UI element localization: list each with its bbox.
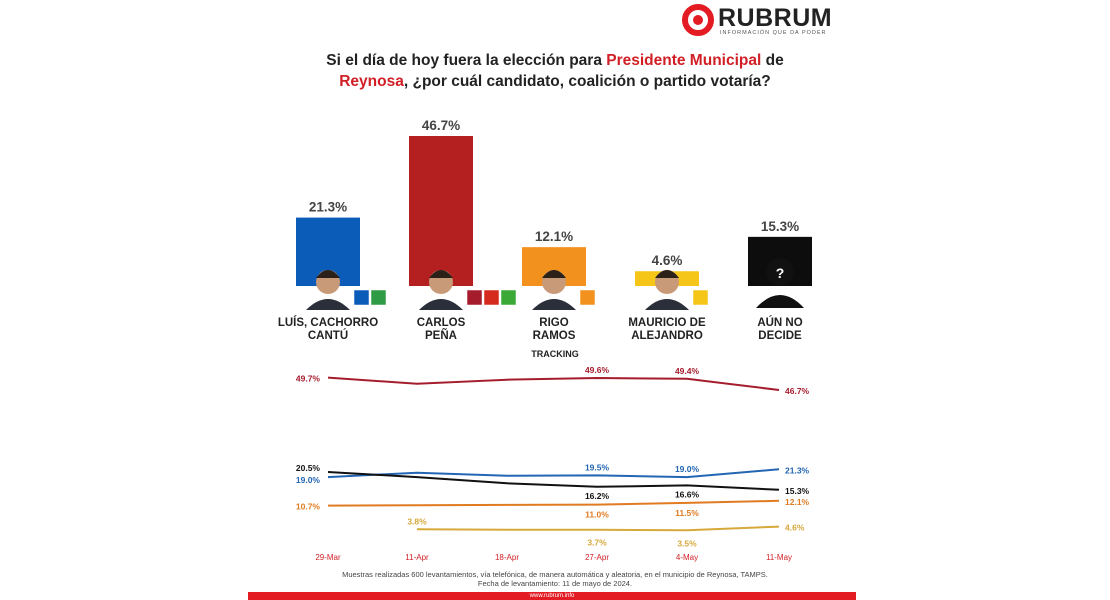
portrait-shoulders-icon bbox=[419, 299, 463, 310]
brand-tagline: INFORMACIÓN QUE DA PODER bbox=[720, 30, 827, 36]
footer-date: Fecha de levantamiento: 11 de mayo de 20… bbox=[477, 579, 633, 588]
candidate-name-label: LUÍS, CACHORRO bbox=[278, 316, 378, 329]
series-data-label: 3.8% bbox=[407, 516, 427, 526]
series-data-label: 16.6% bbox=[675, 489, 700, 499]
series-data-label: 11.0% bbox=[585, 510, 609, 520]
question-mark-icon: ? bbox=[776, 265, 785, 281]
x-tick-label: 27-Apr bbox=[585, 553, 609, 562]
candidate-name-label: PEÑA bbox=[425, 329, 457, 342]
series-data-label: 4.6% bbox=[785, 523, 805, 533]
candidate-name-label: AÚN NO bbox=[757, 316, 802, 329]
title-part1: Si el día de hoy fuera la elección para bbox=[326, 52, 607, 69]
series-data-label: 19.0% bbox=[675, 464, 700, 474]
series-data-label: 3.7% bbox=[587, 538, 607, 548]
series-line-2 bbox=[327, 468, 780, 479]
series-data-label: 21.3% bbox=[785, 465, 810, 475]
party-logo-icon bbox=[370, 289, 387, 306]
series-line-3 bbox=[327, 471, 780, 491]
candidate-name-label: ALEJANDRO bbox=[631, 330, 703, 342]
logo: RUBRUM INFORMACIÓN QUE DA PODER bbox=[680, 2, 850, 40]
x-tick-label: 18-Apr bbox=[495, 553, 519, 562]
portrait-hair-icon bbox=[542, 270, 566, 278]
logo-dot-icon bbox=[693, 15, 703, 25]
party-logo-icon bbox=[353, 289, 370, 306]
bar-value-label: 21.3% bbox=[309, 200, 347, 215]
x-tick-label: 11-Apr bbox=[405, 553, 429, 562]
series-data-label: 19.0% bbox=[296, 475, 321, 485]
bar-value-label: 12.1% bbox=[535, 229, 573, 244]
bar-value-label: 46.7% bbox=[422, 118, 460, 133]
candidate-photo bbox=[306, 270, 350, 310]
x-tick-label: 4-May bbox=[676, 553, 698, 562]
candidate-name-label: DECIDE bbox=[758, 330, 802, 342]
footer-note: Muestras realizadas 600 levantamientos, … bbox=[250, 570, 860, 588]
chart-title: Si el día de hoy fuera la elección para … bbox=[240, 50, 870, 92]
series-data-label: 46.7% bbox=[785, 386, 810, 396]
candidate-name-label: RAMOS bbox=[533, 330, 576, 342]
tracking-line-chart: 49.7% 49.6% 49.4% 46.7% 19.0% 19.5% 19.0% 21.3%… bbox=[296, 365, 810, 562]
title-highlight-city: Reynosa bbox=[339, 73, 404, 90]
x-tick-label: 11-May bbox=[766, 553, 792, 562]
unknown-head-icon bbox=[766, 258, 794, 286]
candidate-photo bbox=[532, 270, 576, 310]
party-logo-icon bbox=[579, 289, 596, 306]
series-line-5 bbox=[416, 525, 780, 532]
series-data-label: 10.7% bbox=[296, 502, 321, 512]
brand-name: RUBRUM bbox=[718, 4, 833, 32]
tracking-title: TRACKING bbox=[531, 349, 579, 359]
bar-value-label: 15.3% bbox=[761, 219, 799, 234]
party-logo-icon bbox=[466, 289, 483, 306]
series-data-label: 49.4% bbox=[675, 366, 700, 376]
portrait-shoulders-icon bbox=[645, 299, 689, 310]
portrait-shoulders-icon bbox=[532, 299, 576, 310]
unknown-body-icon bbox=[756, 295, 804, 308]
footer-methodology: Muestras realizadas 600 levantamientos, … bbox=[342, 570, 768, 579]
series-data-label: 49.6% bbox=[585, 365, 610, 375]
portrait-hair-icon bbox=[429, 270, 453, 278]
series-line-4 bbox=[327, 499, 780, 507]
portrait-hair-icon bbox=[316, 270, 340, 278]
candidate-name-label: CARLOS bbox=[417, 317, 466, 329]
x-tick-label: 29-Mar bbox=[315, 553, 341, 562]
series-line-1 bbox=[327, 376, 780, 391]
series-data-label: 49.7% bbox=[296, 374, 321, 384]
series-data-label: 3.5% bbox=[677, 538, 697, 548]
candidate-name-label: RIGO bbox=[539, 317, 568, 329]
bar-2 bbox=[409, 136, 473, 286]
title-part3: , ¿por cuál candidato, coalición o parti… bbox=[403, 73, 771, 90]
title-part2: de bbox=[761, 52, 784, 69]
footer-bar bbox=[248, 592, 856, 600]
portrait-shoulders-icon bbox=[306, 299, 350, 310]
candidate-photo: ? bbox=[756, 258, 804, 308]
title-highlight-office: Presidente Municipal bbox=[606, 52, 762, 69]
series-data-label: 11.5% bbox=[675, 508, 699, 518]
candidate-photo bbox=[419, 270, 463, 310]
series-data-label: 12.1% bbox=[785, 497, 810, 507]
party-logo-icon bbox=[500, 289, 517, 306]
party-logo-icon bbox=[483, 289, 500, 306]
series-data-label: 15.3% bbox=[785, 486, 810, 496]
logo-circle-icon bbox=[682, 4, 714, 36]
portrait-hair-icon bbox=[655, 270, 679, 278]
party-logo-icon bbox=[692, 289, 709, 306]
bar-value-label: 4.6% bbox=[652, 253, 683, 268]
candidate-photo bbox=[645, 270, 689, 310]
series-data-label: 19.5% bbox=[585, 462, 610, 472]
series-data-label: 16.2% bbox=[585, 491, 610, 501]
series-data-label: 20.5% bbox=[296, 463, 321, 473]
footer-url[interactable]: www.rubrum.info bbox=[529, 593, 575, 599]
candidate-name-label: MAURICIO DE bbox=[628, 317, 706, 329]
candidate-name-label: CANTÚ bbox=[308, 329, 348, 342]
